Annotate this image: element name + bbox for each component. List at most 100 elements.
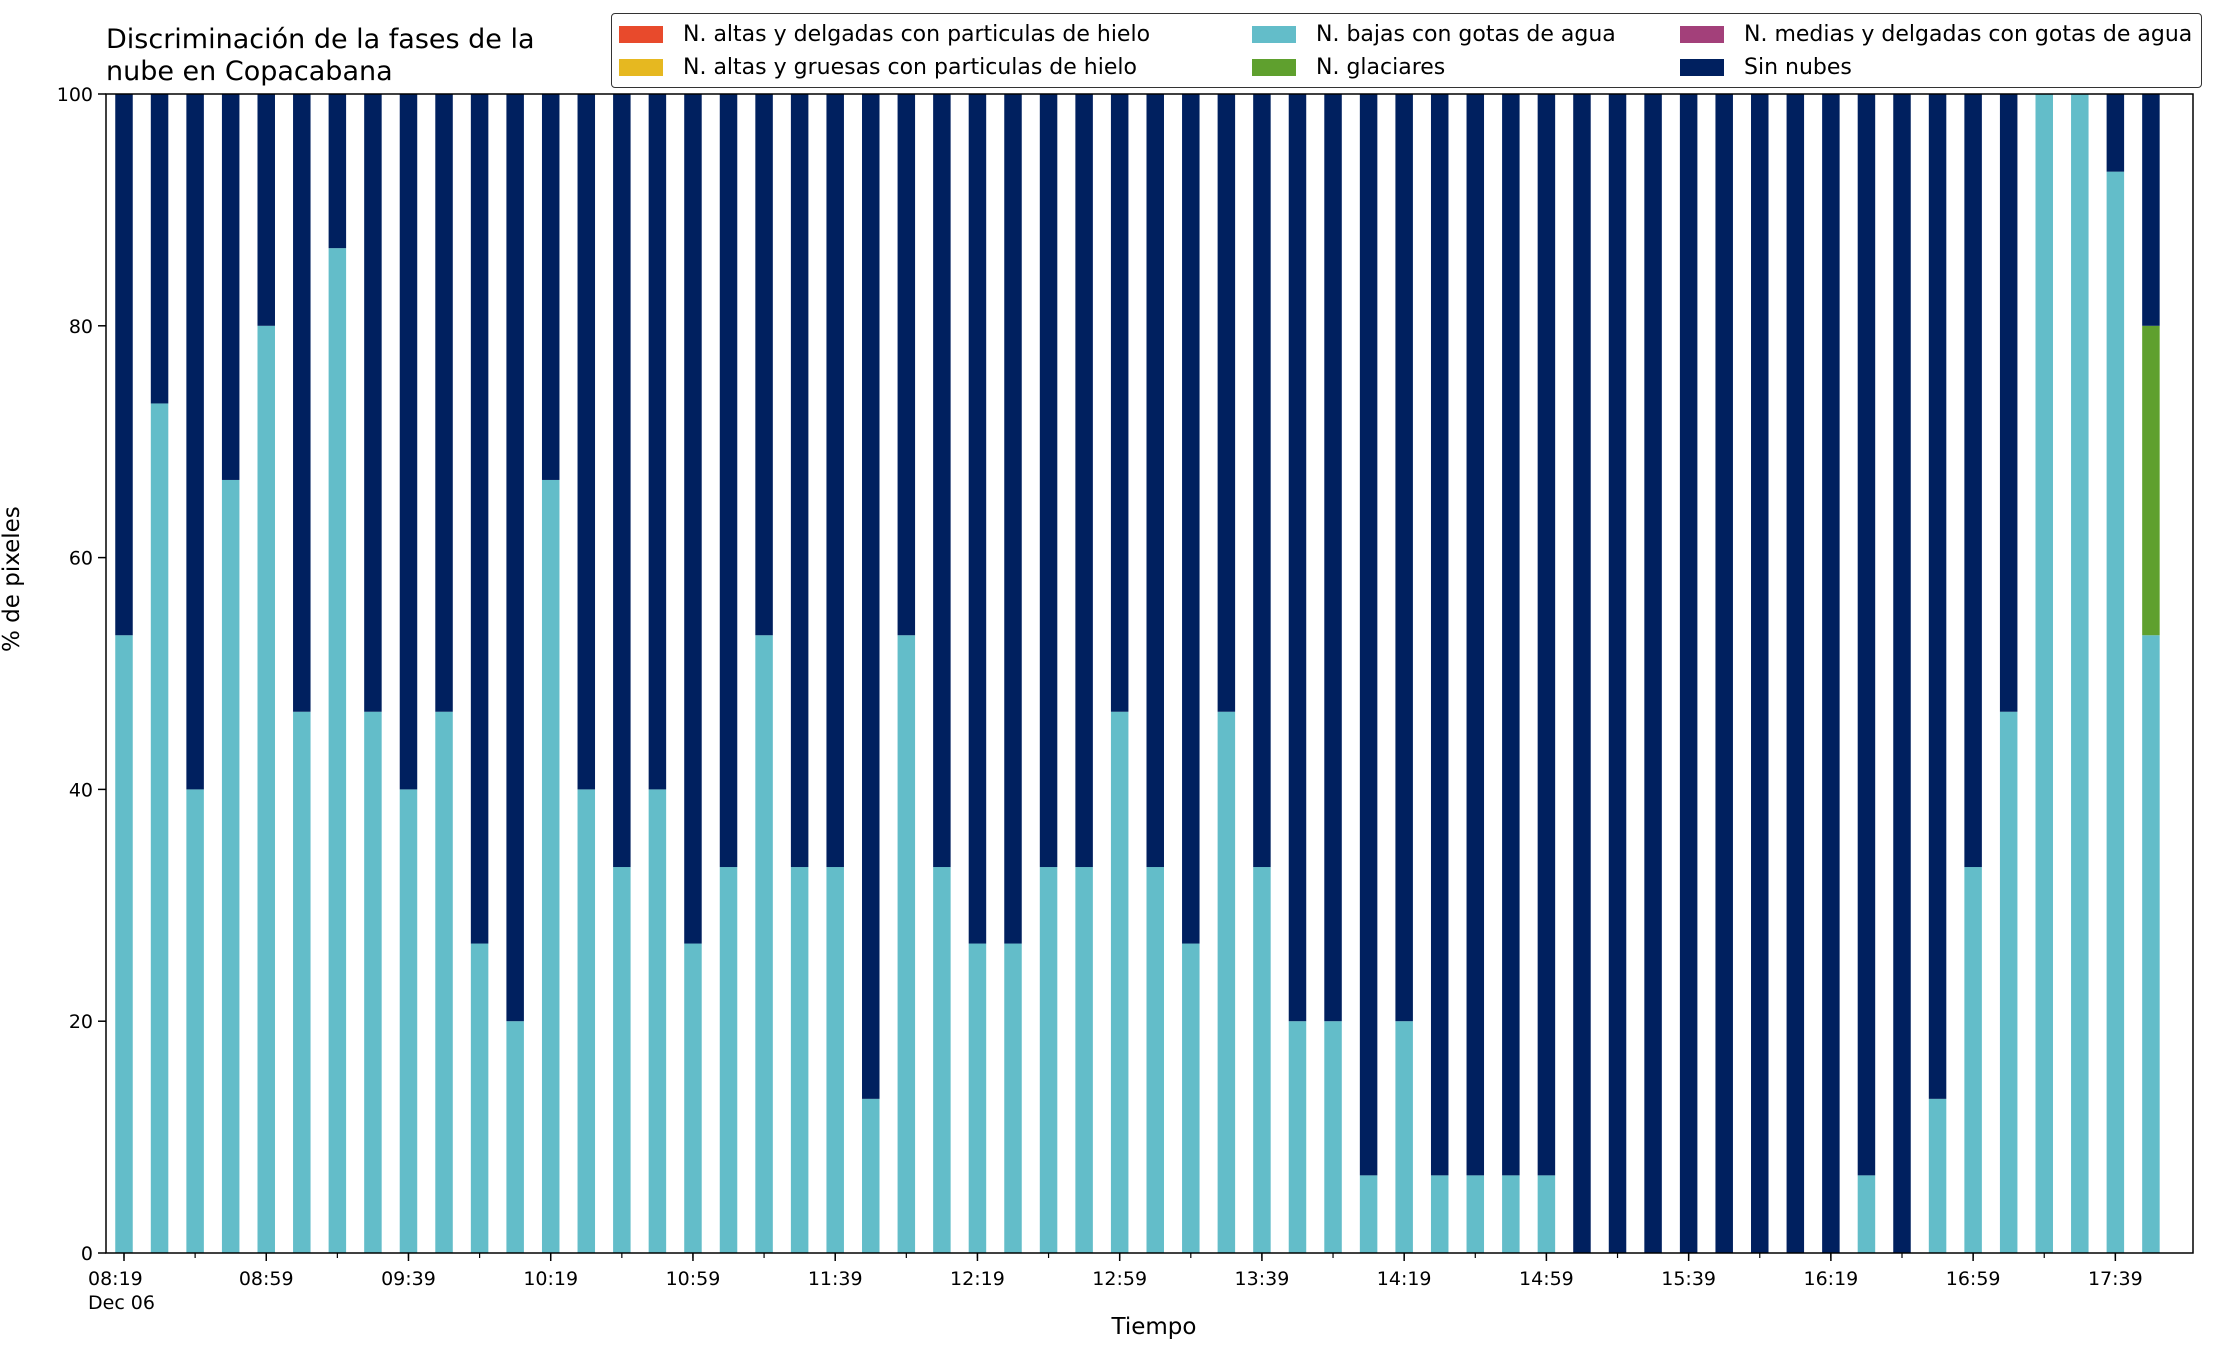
- bar-segment: [648, 789, 667, 1253]
- bar-segment: [577, 789, 596, 1253]
- x-tick-label: 16:19: [1803, 1268, 1858, 1290]
- bar-segment: [1182, 943, 1200, 1253]
- bar-segment: [684, 94, 702, 944]
- bar-segment: [2106, 171, 2125, 1253]
- bar-segment: [399, 94, 418, 790]
- bar-segment: [506, 94, 524, 1022]
- bar-segment: [684, 943, 702, 1253]
- bar-segment: [1110, 94, 1129, 712]
- bar-segment: [150, 94, 169, 404]
- bar-segment: [1039, 867, 1058, 1253]
- chart-title-line-2: nube en Copacabana: [106, 56, 393, 87]
- x-tick-label: 12:59: [1092, 1268, 1147, 1290]
- bar-segment: [719, 94, 738, 868]
- legend-label: N. medias y delgadas con gotas de agua: [1744, 21, 2193, 47]
- bar-segment: [826, 867, 844, 1253]
- bar-segment: [1928, 1098, 1947, 1253]
- bar-segment: [1075, 94, 1093, 868]
- bar-segment: [1395, 94, 1413, 1022]
- legend-swatch: [1252, 58, 1296, 76]
- bar-segment: [1715, 94, 1733, 1253]
- bar-segment: [1430, 94, 1449, 1176]
- bar-segment: [1430, 1175, 1449, 1253]
- x-tick-label: 10:59: [666, 1268, 721, 1290]
- x-tick-label: 14:19: [1377, 1268, 1432, 1290]
- y-tick-label: 40: [69, 779, 93, 801]
- legend-swatch: [619, 58, 663, 76]
- bar-segment: [257, 325, 275, 1253]
- bar-segment: [1537, 94, 1556, 1176]
- bar-segment: [1537, 1175, 1556, 1253]
- bar-segment: [1893, 94, 1911, 1253]
- bar-segment: [1146, 867, 1164, 1253]
- bar-segment: [435, 94, 453, 712]
- bar-segment: [1573, 94, 1591, 1253]
- bar-segment: [1324, 1021, 1342, 1253]
- bar-segment: [186, 789, 204, 1253]
- chart-legend: N. altas y delgadas con particulas de hi…: [611, 13, 2202, 88]
- bar-segment: [1075, 867, 1093, 1253]
- bar-segment: [2142, 635, 2160, 1253]
- x-axis-label: Tiempo: [1111, 1314, 1197, 1340]
- legend-swatch: [1680, 25, 1724, 43]
- legend-item-glaciares: N. glaciares: [1252, 54, 1445, 80]
- chart-title-line-1: Discriminación de la fases de la: [106, 24, 535, 55]
- bar-segment: [897, 635, 916, 1253]
- bar-segment: [2142, 94, 2160, 326]
- legend-label: N. altas y gruesas con particulas de hie…: [683, 54, 1137, 80]
- bar-segment: [1004, 943, 1022, 1253]
- bar-segment: [755, 94, 773, 636]
- bar-segment: [541, 94, 560, 480]
- x-tick-label: 14:59: [1519, 1268, 1574, 1290]
- bar-segment: [1146, 94, 1164, 868]
- legend-swatch: [1252, 25, 1296, 43]
- y-tick-label: 80: [69, 316, 93, 338]
- y-tick-label: 60: [69, 548, 93, 570]
- bar-segment: [1857, 1175, 1876, 1253]
- bar-segment: [1359, 1175, 1378, 1253]
- bar-segment: [541, 479, 560, 1253]
- bar-segment: [1395, 1021, 1413, 1253]
- x-tick-label: 09:39: [381, 1268, 436, 1290]
- bar-segment: [1004, 94, 1022, 944]
- x-tick-label: 17:39: [2088, 1268, 2143, 1290]
- bar-segment: [1502, 1175, 1520, 1253]
- bar-segment: [2142, 325, 2160, 636]
- bar-segment: [293, 94, 311, 712]
- bar-segment: [1964, 867, 1982, 1253]
- legend-label: N. glaciares: [1316, 54, 1446, 80]
- bar-segment: [755, 635, 773, 1253]
- bar-segment: [1857, 94, 1876, 1176]
- bar-segment: [1253, 94, 1271, 868]
- bar-segment: [577, 94, 596, 790]
- bar-segment: [470, 94, 489, 944]
- bar-segment: [1679, 94, 1698, 1253]
- bar-segment: [1110, 711, 1129, 1253]
- legend-item-bajas-gotas: N. bajas con gotas de agua: [1252, 21, 1616, 47]
- x-tick-label: 11:39: [808, 1268, 863, 1290]
- bar-segment: [1964, 94, 1982, 868]
- legend-label: Sin nubes: [1744, 54, 1852, 80]
- bar-segment: [328, 94, 347, 249]
- y-tick-label: 0: [81, 1243, 93, 1265]
- bar-segment: [790, 867, 809, 1253]
- bar-segment: [1217, 94, 1236, 712]
- x-tick-label: 13:39: [1235, 1268, 1290, 1290]
- bar-segment: [613, 94, 631, 868]
- bar-group: [115, 94, 2160, 1253]
- y-axis-label: % de pixeles: [0, 506, 25, 652]
- legend-item-altas-gruesas: N. altas y gruesas con particulas de hie…: [619, 54, 1137, 80]
- bar-segment: [364, 94, 382, 712]
- x-tick-label: 08:19: [88, 1268, 143, 1290]
- bar-segment: [399, 789, 418, 1253]
- bar-segment: [1999, 94, 2018, 712]
- bar-segment: [1039, 94, 1058, 868]
- legend-swatch: [619, 25, 663, 43]
- y-tick-label: 100: [57, 84, 93, 106]
- x-tick-label: 10:19: [523, 1268, 578, 1290]
- x-tick-label: Dec 06: [88, 1292, 155, 1314]
- legend-label: N. altas y delgadas con particulas de hi…: [683, 21, 1151, 47]
- x-tick-label: 08:59: [239, 1268, 294, 1290]
